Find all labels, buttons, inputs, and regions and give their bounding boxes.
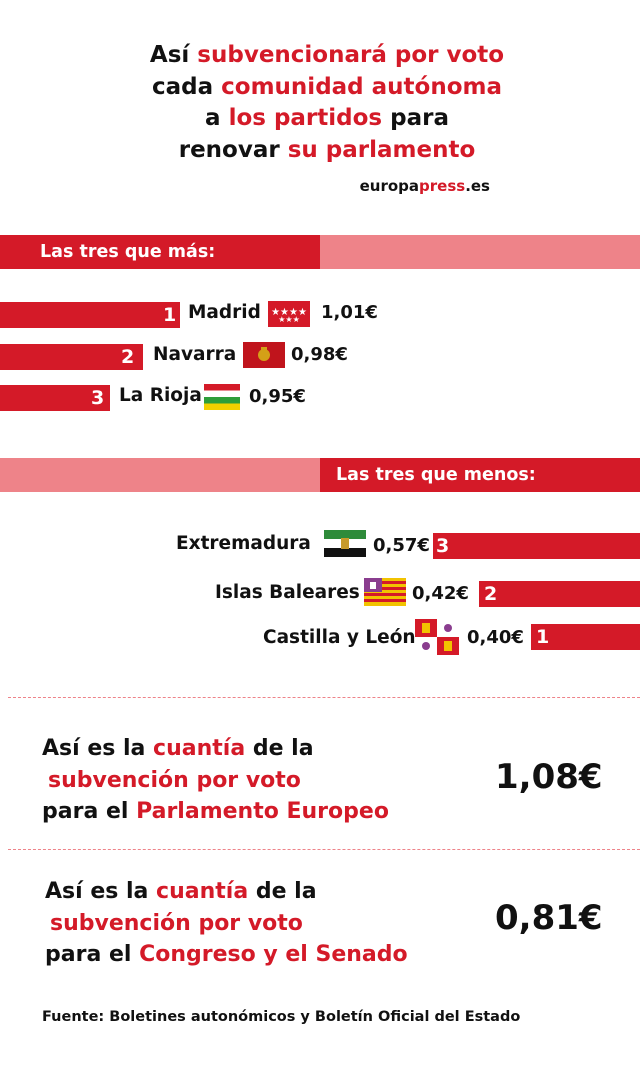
stat-congress-senate-text: Así es la cuantía de la subvención por v… <box>45 879 408 967</box>
value-label: 1,01€ <box>321 302 378 323</box>
region-label: Navarra <box>153 344 237 365</box>
region-label: Extremadura <box>176 533 311 554</box>
rank-label: 2 <box>484 583 498 605</box>
bar-navarra <box>0 344 143 370</box>
bar-islas-baleares <box>479 581 640 607</box>
bar-extremadura <box>433 533 640 559</box>
value-label: 0,57€ <box>373 535 430 556</box>
title-line-2: cada comunidad autónoma <box>152 73 502 100</box>
value-label: 0,40€ <box>467 627 524 648</box>
region-label: Castilla y León <box>263 627 416 648</box>
brand-logo: europapress.es <box>359 177 490 195</box>
value-label: 0,42€ <box>412 583 469 604</box>
bar-castilla-y-leon <box>531 624 640 650</box>
region-label: La Rioja <box>119 385 202 406</box>
region-label: Islas Baleares <box>215 582 360 603</box>
page-title: Así subvencionará por voto cada comunida… <box>0 40 640 166</box>
divider <box>8 697 640 698</box>
rank-label: 1 <box>536 626 550 648</box>
extremadura-flag-icon <box>324 530 366 557</box>
navarra-flag-icon <box>243 342 285 368</box>
region-label: Madrid <box>188 302 261 323</box>
divider <box>8 849 640 850</box>
madrid-flag-icon: ★★★★ ★★★ <box>268 301 310 327</box>
title-line-3: a los partidos para <box>205 105 449 131</box>
bottom-section-title: Las tres que menos: <box>336 465 536 485</box>
bar-madrid <box>0 302 180 328</box>
bar-la-rioja <box>0 385 110 411</box>
top-section-band <box>0 235 320 269</box>
top-section-band-light <box>320 235 640 269</box>
castilla-y-leon-flag-icon <box>415 619 459 655</box>
title-line-1: Así subvencionará por voto <box>149 42 505 68</box>
rank-label: 2 <box>121 346 135 368</box>
stat-congress-senate-value: 0,81€ <box>495 898 603 938</box>
islas-baleares-flag-icon <box>364 578 406 606</box>
value-label: 0,95€ <box>249 386 306 407</box>
rank-label: 3 <box>436 535 450 557</box>
svg-text:★★★★: ★★★★ <box>271 307 307 318</box>
source-note: Fuente: Boletines autonómicos y Boletín … <box>42 1009 521 1025</box>
value-label: 0,98€ <box>291 344 348 365</box>
stat-european-parliament-value: 1,08€ <box>495 757 603 797</box>
title-line-4: renovar su parlamento <box>178 136 476 163</box>
bottom-section-band-light <box>0 458 320 492</box>
la-rioja-flag-icon <box>204 384 240 410</box>
rank-label: 3 <box>91 387 105 409</box>
bottom-section-band <box>320 458 640 492</box>
rank-label: 1 <box>163 304 177 326</box>
top-section-title: Las tres que más: <box>40 242 216 262</box>
stat-european-parliament-text: Así es la cuantía de la subvención por v… <box>42 736 389 824</box>
svg-text:★★★: ★★★ <box>278 315 300 324</box>
